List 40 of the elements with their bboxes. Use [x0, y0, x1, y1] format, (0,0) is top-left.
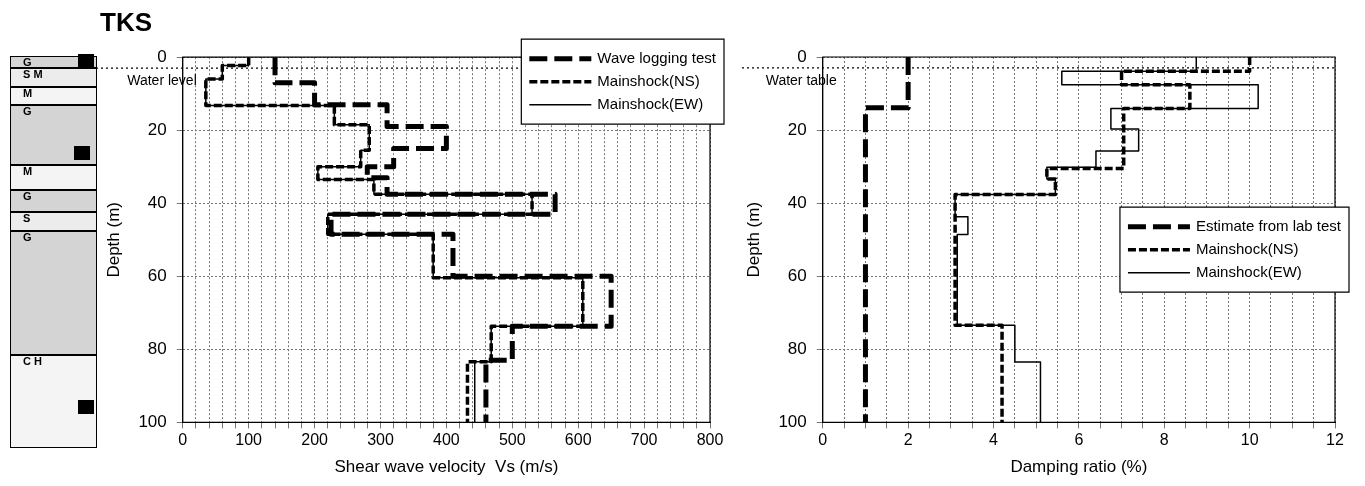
x-tick-label: 500	[498, 431, 526, 449]
legend-label: Estimate from lab test	[1195, 216, 1342, 234]
x-tick-label: 700	[630, 431, 658, 449]
x-tick-label: 400	[433, 431, 460, 449]
y-tick-label: 20	[147, 119, 167, 139]
y-tick-label: 100	[778, 412, 807, 432]
y-axis-title: Depth (m)	[743, 201, 763, 278]
legend-label: Mainshock(NS)	[1195, 239, 1299, 257]
x-tick-label: 200	[301, 431, 329, 449]
x-tick-label: 2	[903, 431, 913, 449]
legend-label: Wave logging test	[597, 48, 717, 66]
y-axis-title: Depth (m)	[103, 202, 123, 278]
x-tick-label: 600	[564, 431, 592, 449]
x-tick-label: 800	[696, 431, 724, 449]
x-tick-label: 12	[1326, 431, 1344, 449]
y-tick-label: 0	[797, 46, 807, 66]
legend-label: Mainshock(NS)	[597, 71, 700, 89]
y-tick-label: 100	[138, 412, 167, 432]
chart-title: TKS	[100, 6, 152, 37]
y-tick-label: 40	[147, 192, 167, 212]
x-tick-label: 4	[989, 431, 999, 449]
x-tick-label: 8	[1159, 431, 1169, 449]
x-axis-title: Damping ratio (%)	[1010, 457, 1148, 477]
x-tick-label: 0	[178, 431, 188, 449]
x-tick-label: 0	[818, 431, 828, 449]
y-tick-label: 80	[147, 339, 167, 359]
x-tick-label: 100	[235, 431, 263, 449]
x-tick-label: 10	[1240, 431, 1259, 449]
legend-label: Mainshock(EW)	[1195, 262, 1302, 280]
x-tick-label: 300	[367, 431, 394, 449]
x-tick-label: 6	[1074, 431, 1084, 449]
y-tick-label: 60	[147, 266, 167, 286]
y-tick-label: 40	[787, 192, 807, 212]
legend-label: Mainshock(EW)	[597, 94, 704, 112]
soil-column: G S M M G M G S G C H	[10, 56, 97, 448]
y-tick-label: 20	[787, 119, 807, 139]
y-tick-label: 80	[787, 339, 807, 359]
x-axis-title: Shear wave velocity Vs (m/s)	[334, 457, 559, 477]
y-tick-label: 60	[787, 265, 807, 285]
y-tick-label: 0	[157, 46, 167, 66]
